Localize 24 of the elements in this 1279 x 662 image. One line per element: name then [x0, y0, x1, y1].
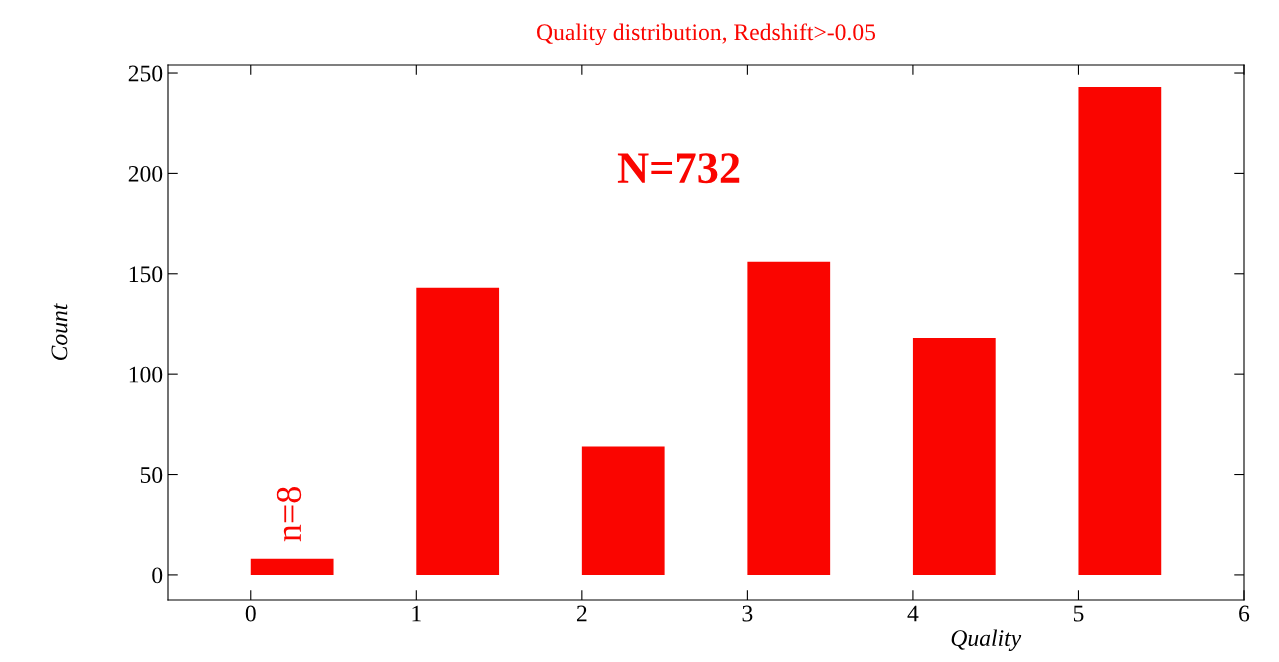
x-tick-label: 2	[576, 605, 587, 622]
y-tick-label: 200	[128, 165, 163, 182]
y-axis-title: Count	[51, 303, 68, 361]
y-tick-label: 0	[152, 567, 163, 584]
x-tick-label: 3	[742, 605, 753, 622]
chart-title: Quality distribution, Redshift>-0.05	[537, 23, 876, 46]
x-tick-label: 0	[245, 605, 256, 622]
y-tick-label: 50	[140, 467, 163, 483]
y-tick-label: 150	[129, 266, 163, 283]
bar	[250, 558, 334, 575]
x-axis-title: Quality	[951, 629, 1022, 651]
bar	[416, 287, 500, 575]
bar	[581, 446, 665, 575]
annotation: N=732	[617, 153, 740, 184]
y-tick-label: 250	[128, 65, 163, 82]
y-tick-label: 100	[129, 366, 163, 383]
x-tick-label: 6	[1239, 605, 1250, 622]
bar	[912, 338, 996, 575]
bar	[1078, 87, 1162, 575]
x-tick-label: 1	[412, 605, 421, 622]
annotation: n=8	[276, 487, 302, 542]
x-tick-label: 5	[1073, 605, 1084, 622]
bar	[747, 261, 831, 575]
x-tick-label: 4	[907, 605, 919, 622]
